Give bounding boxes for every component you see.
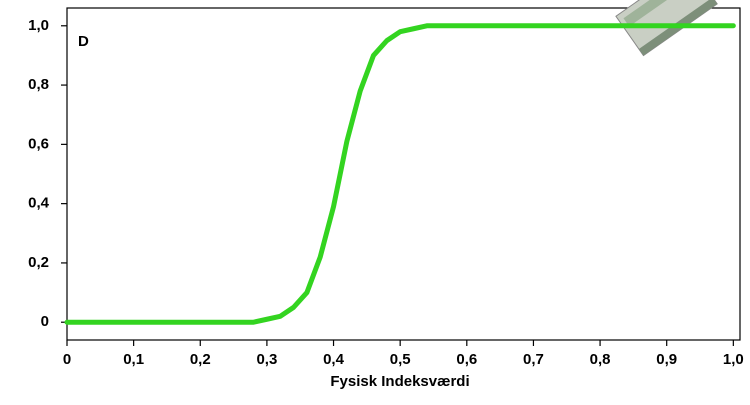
y-tick-label: 0,4 (28, 195, 50, 212)
x-tick-label: 0,1 (123, 351, 144, 368)
y-tick-label: 0,6 (28, 135, 49, 152)
y-tick-label: 0,2 (28, 254, 49, 271)
x-tick-label: 1,0 (723, 351, 744, 368)
x-tick-label: 0,5 (390, 351, 411, 368)
panel-label: D (78, 33, 89, 50)
x-tick-label: 0,2 (190, 351, 211, 368)
y-tick-label: 0 (41, 313, 49, 330)
y-tick-label: 0,8 (28, 76, 49, 93)
pill-pack (615, 0, 718, 57)
plot-frame (66, 7, 741, 341)
data-line (64, 23, 736, 325)
x-tick-label: 0,6 (456, 351, 477, 368)
x-tick-label: 0,4 (323, 351, 345, 368)
y-tick-label: 1,0 (28, 17, 49, 34)
x-axis-label: Fysisk Indeksværdi (330, 373, 469, 390)
x-tick-label: 0 (63, 351, 71, 368)
x-tick-label: 0,9 (656, 351, 677, 368)
x-tick-label: 0,3 (256, 351, 277, 368)
x-tick-label: 0,8 (590, 351, 611, 368)
pill-stripe (623, 0, 695, 27)
x-tick-label: 0,7 (523, 351, 544, 368)
